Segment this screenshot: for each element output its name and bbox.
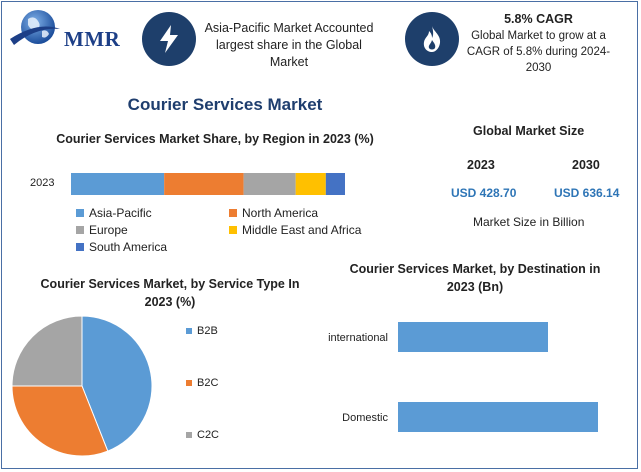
destination-label-international: international bbox=[328, 332, 388, 344]
logo-text: MMR bbox=[64, 27, 121, 51]
lightning-icon bbox=[160, 25, 178, 53]
service-pie-chart bbox=[11, 315, 153, 457]
legend-item-europe: Europe bbox=[76, 223, 128, 237]
legend-swatch bbox=[76, 209, 84, 217]
legend-swatch bbox=[76, 243, 84, 251]
destination-label-domestic: Domestic bbox=[342, 412, 388, 424]
cagr-text: Global Market to grow at a CAGR of 5.8% … bbox=[466, 30, 611, 74]
region-bar-segment-north-america bbox=[164, 173, 244, 195]
service-chart-title: Courier Services Market, by Service Type… bbox=[40, 277, 300, 309]
legend-label: Asia-Pacific bbox=[89, 206, 152, 220]
globe-icon bbox=[10, 10, 60, 45]
market-size-title: Global Market Size bbox=[473, 124, 585, 138]
service-legend: B2B B2C C2C bbox=[186, 325, 246, 445]
region-chart-category: 2023 bbox=[30, 177, 55, 189]
destination-bar-chart: international Domestic bbox=[328, 322, 598, 432]
legend-label: B2C bbox=[197, 377, 219, 389]
legend-item-asia-pacific: Asia-Pacific bbox=[76, 206, 152, 220]
legend-swatch bbox=[229, 226, 237, 234]
lightning-badge bbox=[142, 12, 196, 66]
legend-item-b2b: B2B bbox=[186, 325, 218, 337]
legend-swatch bbox=[186, 432, 192, 438]
legend-item-south-america: South America bbox=[76, 240, 167, 254]
pie-slice-b2b bbox=[81, 315, 153, 452]
legend-item-b2c: B2C bbox=[186, 377, 218, 389]
market-size-value-2030: USD 636.14 bbox=[554, 186, 620, 200]
market-size-year-2030: 2030 bbox=[572, 158, 600, 172]
mmr-logo: MMR bbox=[6, 5, 136, 55]
market-size-year-2023: 2023 bbox=[467, 158, 495, 172]
market-size-value-2023: USD 428.70 bbox=[451, 186, 517, 200]
region-bar-segment-asia-pacific bbox=[71, 173, 165, 195]
legend-label: South America bbox=[89, 240, 168, 254]
apac-share-text: Asia-Pacific Market Accounted largest sh… bbox=[204, 21, 374, 69]
legend-swatch bbox=[186, 328, 192, 334]
region-legend: Asia-Pacific North America Europe Middle… bbox=[76, 206, 376, 256]
flame-badge bbox=[405, 12, 459, 66]
destination-bar-domestic bbox=[398, 402, 598, 432]
destination-chart-title: Courier Services Market, by Destination … bbox=[349, 262, 601, 294]
main-title: Courier Services Market bbox=[127, 95, 323, 114]
legend-swatch bbox=[229, 209, 237, 217]
legend-label: C2C bbox=[197, 429, 220, 441]
market-size-note: Market Size in Billion bbox=[473, 215, 585, 229]
legend-label: North America bbox=[242, 206, 319, 220]
flame-icon bbox=[423, 26, 441, 52]
legend-swatch bbox=[76, 226, 84, 234]
region-bar-segment-middle-east-and-africa bbox=[295, 173, 326, 195]
region-chart-title: Courier Services Market Share, by Region… bbox=[56, 132, 374, 146]
legend-item-c2c: C2C bbox=[186, 429, 219, 441]
legend-swatch bbox=[186, 380, 192, 386]
cagr-title: 5.8% CAGR bbox=[504, 12, 573, 26]
legend-label: Middle East and Africa bbox=[242, 223, 362, 237]
destination-bar-international bbox=[398, 322, 548, 352]
region-stacked-bar bbox=[71, 173, 345, 195]
region-bar-segment-south-america bbox=[325, 173, 345, 195]
legend-item-mea: Middle East and Africa bbox=[229, 223, 361, 237]
legend-label: Europe bbox=[89, 223, 128, 237]
region-bar-segment-europe bbox=[243, 173, 296, 195]
pie-slice-b2c bbox=[11, 385, 109, 457]
legend-item-north-america: North America bbox=[229, 206, 318, 220]
pie-slice-c2c bbox=[11, 315, 83, 387]
legend-label: B2B bbox=[197, 325, 218, 337]
